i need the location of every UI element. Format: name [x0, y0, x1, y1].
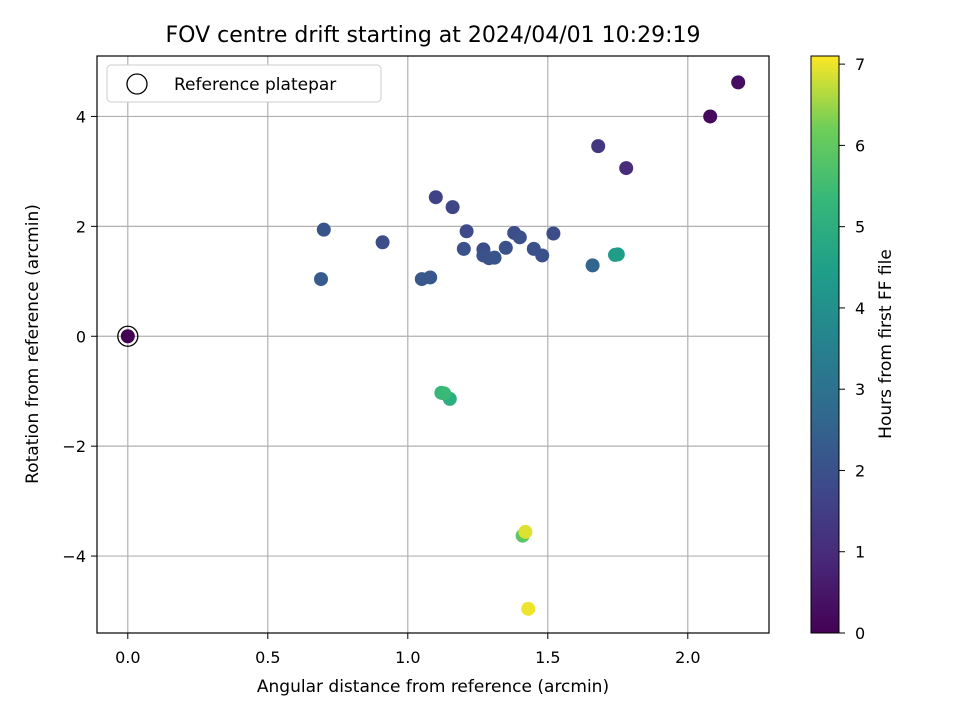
x-axis-ticks: 0.0 0.5 1.0 1.5 2.0 — [115, 633, 701, 667]
colorbar-gradient — [811, 56, 839, 633]
y-tick-label: 4 — [76, 107, 86, 126]
y-tick-label: 0 — [76, 327, 86, 346]
data-point — [585, 258, 600, 273]
data-point — [498, 240, 513, 255]
colorbar: 0 1 2 3 4 5 6 7 Hours from first FF file — [810, 55, 896, 643]
data-point — [314, 272, 328, 287]
x-tick-label: 0.5 — [255, 648, 280, 667]
data-point — [703, 109, 718, 124]
x-tick-label: 2.0 — [675, 648, 700, 667]
x-tick-label: 0.0 — [115, 648, 140, 667]
data-point — [546, 226, 561, 241]
y-tick-label: −2 — [62, 437, 86, 456]
colorbar-tick-label: 4 — [855, 299, 865, 318]
colorbar-tick-label: 3 — [855, 380, 865, 399]
x-axis-label: Angular distance from reference (arcmin) — [257, 677, 609, 697]
y-tick-label: 2 — [76, 217, 86, 236]
data-point — [521, 601, 536, 616]
data-point — [437, 386, 452, 401]
colorbar-frame — [810, 55, 840, 634]
y-axis-ticks: −4 −2 0 2 4 — [62, 107, 97, 566]
data-point — [518, 524, 533, 539]
data-point — [535, 248, 550, 263]
data-point — [591, 139, 606, 154]
legend-marker-open-circle — [126, 73, 148, 95]
data-point — [414, 272, 429, 287]
colorbar-tick-label: 6 — [855, 136, 865, 155]
colorbar-label: Hours from first FF file — [876, 249, 896, 439]
data-point — [316, 222, 331, 237]
x-tick-label: 1.0 — [395, 648, 420, 667]
colorbar-tick-label: 1 — [855, 543, 865, 562]
legend-box — [106, 64, 382, 103]
colorbar-tick-label: 0 — [855, 624, 865, 643]
legend-entry-label: Reference platepar — [174, 75, 336, 95]
y-axis-label: Rotation from reference (arcmin) — [23, 204, 43, 484]
colorbar-tick-label: 5 — [855, 218, 865, 237]
y-tick-label: −4 — [62, 547, 86, 566]
colorbar-ticks: 0 1 2 3 4 5 6 7 — [839, 55, 865, 643]
plot-area-frame — [96, 55, 770, 634]
colorbar-tick-label: 7 — [855, 55, 865, 74]
chart-title: FOV centre drift starting at 2024/04/01 … — [166, 23, 701, 48]
data-point — [619, 161, 634, 176]
data-points — [117, 75, 746, 616]
data-point — [487, 250, 502, 265]
data-point — [731, 75, 746, 90]
colorbar-tick-label: 2 — [855, 461, 865, 480]
legend: Reference platepar — [106, 64, 382, 103]
grid-lines — [97, 56, 769, 633]
data-point — [445, 200, 460, 215]
data-point — [456, 241, 471, 256]
data-point — [120, 329, 135, 344]
data-point — [610, 247, 625, 262]
data-point — [428, 190, 443, 205]
data-point — [459, 224, 474, 239]
data-point — [512, 230, 527, 245]
x-tick-label: 1.5 — [535, 648, 560, 667]
data-point — [375, 235, 390, 250]
reference-platepar-marker — [117, 325, 139, 347]
